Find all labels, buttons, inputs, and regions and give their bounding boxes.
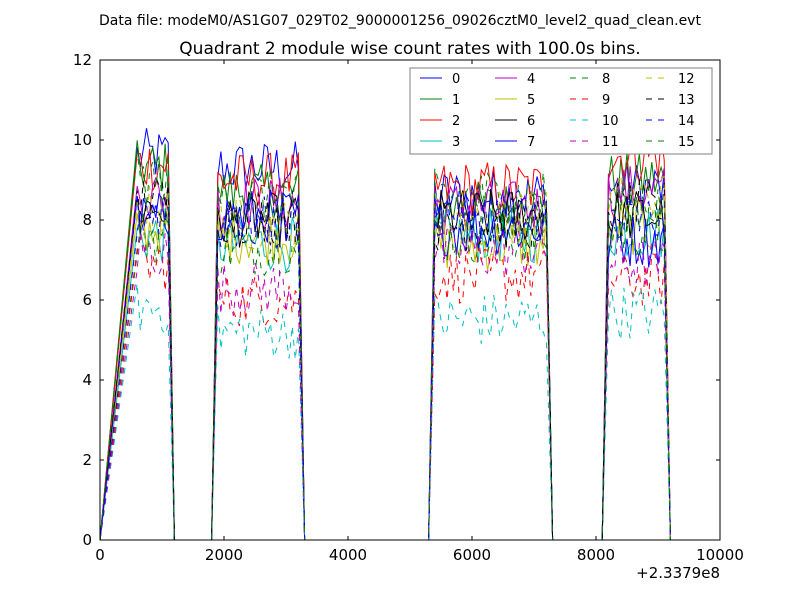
- chart-title: Quadrant 2 module wise count rates with …: [179, 39, 640, 59]
- series-line-4: [99, 166, 671, 541]
- series-line-13: [99, 175, 671, 541]
- y-tick-label: 8: [82, 211, 92, 229]
- legend-label-9: 9: [602, 93, 610, 108]
- series-line-3: [99, 207, 671, 541]
- legend-label-12: 12: [678, 72, 695, 87]
- legend-label-11: 11: [602, 135, 619, 150]
- legend-label-2: 2: [452, 114, 460, 129]
- series-line-5: [99, 198, 671, 541]
- legend-label-3: 3: [452, 135, 460, 150]
- x-tick-label: 6000: [453, 546, 491, 564]
- series-line-9: [99, 237, 671, 541]
- legend-label-6: 6: [527, 114, 535, 129]
- series-line-12: [99, 174, 671, 541]
- y-tick-label: 10: [73, 131, 92, 149]
- x-tick-label: 2000: [205, 546, 243, 564]
- y-tick-label: 6: [82, 291, 92, 309]
- y-tick-label: 4: [82, 371, 92, 389]
- x-tick-label: 4000: [329, 546, 367, 564]
- x-offset-label: +2.3379e8: [636, 564, 720, 582]
- legend-label-1: 1: [452, 93, 460, 108]
- x-tick-label: 10000: [696, 546, 744, 564]
- legend-label-8: 8: [602, 72, 610, 87]
- legend-label-10: 10: [602, 114, 619, 129]
- legend-label-7: 7: [527, 135, 535, 150]
- legend-label-5: 5: [527, 93, 535, 108]
- series-line-11: [99, 224, 671, 541]
- series-line-10: [99, 283, 671, 541]
- series-line-0: [99, 128, 671, 541]
- y-tick-label: 0: [82, 531, 92, 549]
- series-layer: [99, 128, 671, 541]
- figure-suptitle: Data file: modeM0/AS1G07_029T02_90000012…: [99, 13, 701, 29]
- series-line-1: [99, 140, 671, 541]
- series-line-6: [99, 183, 671, 541]
- y-tick-label: 12: [73, 51, 92, 69]
- series-line-14: [99, 183, 671, 541]
- legend-label-0: 0: [452, 72, 460, 87]
- legend-label-14: 14: [678, 114, 695, 129]
- series-line-8: [99, 207, 671, 541]
- legend-label-4: 4: [527, 72, 535, 87]
- legend-label-13: 13: [678, 93, 695, 108]
- legend-label-15: 15: [678, 135, 695, 150]
- series-line-7: [99, 189, 671, 541]
- legend-frame: [409, 67, 713, 155]
- y-tick-label: 2: [82, 451, 92, 469]
- series-line-2: [99, 133, 671, 541]
- series-line-15: [99, 152, 671, 541]
- x-tick-label: 0: [95, 546, 105, 564]
- x-tick-label: 8000: [577, 546, 615, 564]
